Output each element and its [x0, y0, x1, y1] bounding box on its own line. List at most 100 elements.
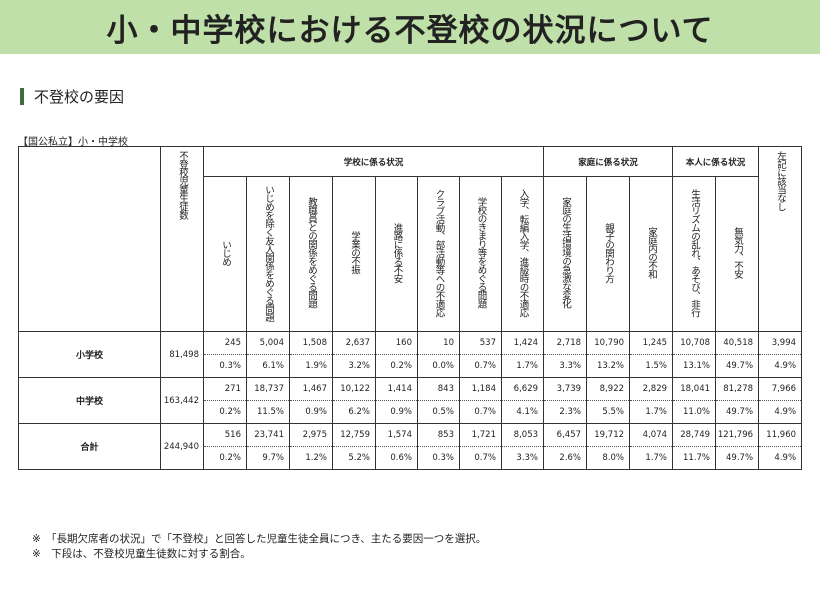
count-cell: 81,278 — [715, 377, 760, 401]
count-cell: 3,994 — [758, 331, 803, 355]
count-cell: 537 — [459, 331, 502, 355]
row-label: 小学校 — [18, 331, 161, 378]
percent-cell: 0.6% — [375, 446, 418, 470]
count-cell: 8,053 — [500, 423, 545, 447]
section-heading-text: 不登校の要因 — [34, 88, 125, 106]
percent-cell: 5.2% — [332, 446, 376, 470]
factor-header-label: 入学、転編入学、進級時の不適応 — [517, 188, 529, 317]
count-cell: 121,796 — [715, 423, 760, 447]
factor-header-label: 学校のきまり等をめぐる問題 — [475, 197, 487, 308]
factor-header-label: 無気力、不安 — [732, 227, 743, 278]
count-cell: 1,508 — [289, 331, 333, 355]
count-cell: 2,718 — [543, 331, 588, 355]
percent-cell: 1.7% — [500, 354, 545, 378]
percent-cell: 0.7% — [459, 400, 502, 424]
percent-cell: 4.1% — [500, 400, 545, 424]
percent-cell: 13.1% — [672, 354, 717, 378]
percent-cell: 5.5% — [586, 400, 631, 424]
percent-cell: 11.7% — [672, 446, 717, 470]
percent-cell: 11.5% — [246, 400, 290, 424]
percent-cell: 13.2% — [586, 354, 631, 378]
heading-bar — [20, 88, 24, 105]
percent-cell: 4.9% — [758, 446, 803, 470]
factor-header-label: いじめ — [219, 239, 231, 266]
blank-header-cell — [18, 146, 161, 332]
percent-cell: 49.7% — [715, 400, 760, 424]
factor-header-label: クラブ活動、部活動等への不適応 — [433, 188, 445, 317]
table-caption: 【国公私立】小・中学校 — [18, 137, 128, 148]
percent-cell: 0.7% — [459, 354, 502, 378]
count-cell: 4,074 — [629, 423, 674, 447]
factor-header: 無気力、不安 — [715, 176, 760, 332]
title-banner: 小・中学校における不登校の状況について — [0, 0, 820, 54]
count-cell: 6,457 — [543, 423, 588, 447]
row-label: 中学校 — [18, 377, 161, 424]
percent-cell: 1.9% — [289, 354, 333, 378]
count-cell: 1,424 — [500, 331, 545, 355]
count-cell: 40,518 — [715, 331, 760, 355]
total-header: 不登校児童生徒数 — [160, 146, 204, 332]
count-cell: 3,739 — [543, 377, 588, 401]
count-cell: 1,721 — [459, 423, 502, 447]
count-cell: 271 — [203, 377, 247, 401]
percent-cell: 0.7% — [459, 446, 502, 470]
factor-header-label: 学業の不振 — [348, 231, 360, 274]
count-cell: 8,922 — [586, 377, 631, 401]
percent-cell: 6.1% — [246, 354, 290, 378]
percent-cell: 1.7% — [629, 446, 674, 470]
factor-header-label: 家庭の生活環境の急激な変化 — [560, 197, 571, 308]
footnotes: ※ 「長期欠席者の状況」で「不登校」と回答した児童生徒全員につき、主たる要因一つ… — [32, 532, 486, 562]
count-cell: 1,414 — [375, 377, 418, 401]
count-cell: 6,629 — [500, 377, 545, 401]
table-row: 0.2% 9.7% 1.2% 5.2% 0.6% 0.3% 0.7% 3.3% 2.6% 8.0%… — [19, 446, 803, 470]
count-cell: 12,759 — [332, 423, 376, 447]
factor-header: いじめを除く友人関係をめぐる問題 — [246, 176, 290, 332]
row-total: 81,498 — [160, 331, 204, 378]
percent-cell: 0.9% — [375, 400, 418, 424]
row-total: 244,940 — [160, 423, 204, 470]
factor-header: 学業の不振 — [332, 176, 376, 332]
factor-header: 学校のきまり等をめぐる問題 — [459, 176, 502, 332]
count-cell: 516 — [203, 423, 247, 447]
count-cell: 23,741 — [246, 423, 290, 447]
factor-header: 進路に係る不安 — [375, 176, 418, 332]
table-row: 0.3% 6.1% 1.9% 3.2% 0.2% 0.0% 0.7% 1.7% 3.3% 13.2… — [19, 354, 803, 378]
percent-cell: 2.3% — [543, 400, 588, 424]
none-header-label: 左記に該当なし — [775, 151, 787, 211]
count-cell: 2,829 — [629, 377, 674, 401]
percent-cell: 1.2% — [289, 446, 333, 470]
factor-header: 親子の関わり方 — [586, 176, 631, 332]
percent-cell: 3.2% — [332, 354, 376, 378]
factor-header-label: 生活リズムの乱れ、あそび、非行 — [689, 188, 700, 317]
factor-header-label: 家庭内の不和 — [646, 227, 657, 278]
factor-header: 入学、転編入学、進級時の不適応 — [500, 176, 545, 332]
percent-cell: 1.7% — [629, 400, 674, 424]
percent-cell: 6.2% — [332, 400, 376, 424]
factor-header-label: いじめを除く友人関係をめぐる問題 — [262, 184, 274, 321]
footnote: ※ 下段は、不登校児童生徒数に対する割合。 — [32, 548, 251, 560]
count-cell: 10,708 — [672, 331, 717, 355]
count-cell: 28,749 — [672, 423, 717, 447]
page-title: 小・中学校における不登校の状況について — [106, 12, 714, 49]
count-cell: 10,122 — [332, 377, 376, 401]
count-cell: 160 — [375, 331, 418, 355]
row-total: 163,442 — [160, 377, 204, 424]
count-cell: 2,637 — [332, 331, 376, 355]
count-cell: 11,960 — [758, 423, 803, 447]
table-row: 合計 244,940 516 23,741 2,975 12,759 1,574 853 1,7… — [18, 423, 803, 470]
percent-cell: 0.3% — [203, 354, 247, 378]
factor-header: 生活リズムの乱れ、あそび、非行 — [672, 176, 717, 332]
group-home: 家庭に係る状況 — [543, 146, 674, 177]
table-row: 中学校 163,442 271 18,737 1,467 10,122 1,414 843 1,… — [18, 377, 803, 424]
factor-header-label: 進路に係る不安 — [391, 222, 403, 283]
count-cell: 853 — [417, 423, 460, 447]
factor-header: 家庭の生活環境の急激な変化 — [543, 176, 588, 332]
percent-cell: 4.9% — [758, 354, 803, 378]
count-cell: 18,041 — [672, 377, 717, 401]
footnote: ※ 「長期欠席者の状況」で「不登校」と回答した児童生徒全員につき、主たる要因一つ… — [32, 533, 487, 545]
count-cell: 1,245 — [629, 331, 674, 355]
percent-cell: 8.0% — [586, 446, 631, 470]
percent-cell: 0.2% — [203, 400, 247, 424]
factor-header: クラブ活動、部活動等への不適応 — [417, 176, 460, 332]
percent-cell: 3.3% — [543, 354, 588, 378]
